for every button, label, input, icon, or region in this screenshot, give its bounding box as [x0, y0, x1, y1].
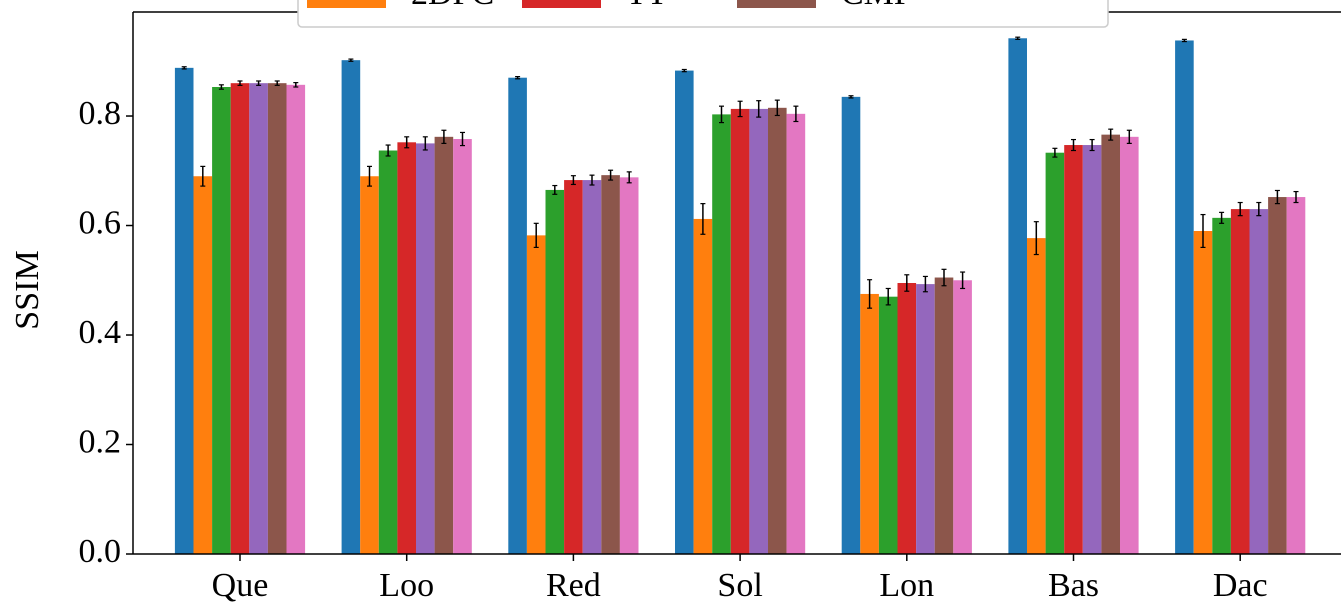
- bar: [916, 284, 935, 554]
- bar: [787, 114, 806, 554]
- bar: [287, 85, 306, 554]
- bar: [1287, 197, 1306, 554]
- bar: [175, 68, 194, 554]
- legend-label: TT: [626, 0, 668, 12]
- x-tick-label: Loo: [379, 567, 434, 604]
- y-tick-label: 0.6: [79, 204, 122, 241]
- legend-label: 2DFC: [411, 0, 494, 12]
- bar: [194, 176, 213, 554]
- bar: [1064, 145, 1083, 554]
- bar: [898, 283, 917, 554]
- bar: [453, 139, 472, 554]
- x-tick-label: Dac: [1213, 567, 1268, 604]
- bar: [860, 294, 879, 554]
- y-tick-label: 0.4: [79, 314, 122, 351]
- bar: [416, 143, 435, 554]
- bar: [1120, 137, 1139, 554]
- bar: [935, 278, 954, 554]
- bar: [749, 109, 768, 554]
- legend-label: CMP: [841, 0, 913, 12]
- bar: [768, 108, 787, 554]
- bar: [731, 109, 750, 554]
- x-tick-label: Sol: [717, 567, 762, 604]
- legend-swatch: [307, 0, 386, 8]
- bar: [508, 78, 527, 554]
- bar: [1194, 231, 1213, 554]
- bar: [1250, 209, 1269, 554]
- chart: SSIM 0.0 0.2 0.4 0.6 0.8 Que Loo Red Sol Lon Bas Da…: [0, 0, 1341, 606]
- legend-swatch: [737, 0, 816, 8]
- bar: [879, 297, 898, 554]
- bar: [360, 176, 379, 554]
- x-tick-label: Red: [546, 567, 601, 604]
- bar: [601, 175, 620, 554]
- bar: [1175, 40, 1194, 554]
- bar: [527, 235, 546, 554]
- bar: [675, 71, 694, 554]
- bar: [564, 180, 583, 554]
- x-tick-label: Que: [212, 567, 269, 604]
- bar: [249, 83, 268, 554]
- bar: [397, 142, 416, 554]
- x-tick-label: Lon: [879, 567, 934, 604]
- bar: [268, 83, 287, 554]
- bar: [435, 137, 454, 554]
- bar: [1027, 238, 1046, 554]
- bar: [1046, 153, 1065, 554]
- bar: [342, 60, 361, 554]
- bar: [1268, 197, 1287, 554]
- bar: [212, 87, 231, 554]
- y-axis-label: SSIM: [9, 250, 46, 329]
- bar: [620, 177, 639, 554]
- bar: [1008, 38, 1027, 554]
- bar: [1083, 145, 1102, 554]
- x-tick-label: Bas: [1048, 567, 1099, 604]
- y-tick-label: 0.8: [79, 95, 122, 132]
- bar: [694, 219, 713, 554]
- bar: [953, 280, 972, 554]
- legend-swatch: [522, 0, 601, 8]
- bar: [1101, 135, 1120, 554]
- bar: [712, 114, 731, 554]
- bar: [842, 97, 861, 554]
- y-tick-label: 0.0: [79, 533, 122, 570]
- bar: [1231, 209, 1250, 554]
- bar: [379, 151, 398, 554]
- bar: [546, 190, 565, 554]
- bar: [1212, 218, 1231, 554]
- bar: [583, 180, 602, 554]
- y-tick-label: 0.2: [79, 423, 122, 460]
- bar: [231, 83, 250, 554]
